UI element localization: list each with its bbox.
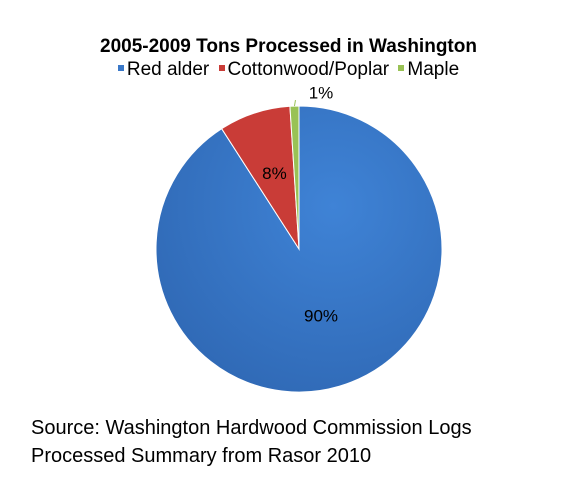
legend: Red alder Cottonwood/Poplar Maple <box>0 59 577 81</box>
data-label-red-alder: 90% <box>304 306 338 325</box>
legend-label-red-alder: Red alder <box>126 59 210 80</box>
pie-slice-maple <box>289 105 300 250</box>
chart-title: 2005-2009 Tons Processed in Washington <box>100 36 477 57</box>
legend-label-cottonwood-poplar: Cottonwood/Poplar <box>227 59 390 80</box>
data-label-maple: 1% <box>309 83 334 102</box>
legend-swatch-cottonwood-poplar <box>218 64 225 71</box>
legend-item-maple: Maple <box>398 59 459 81</box>
leader-line-maple <box>293 99 296 107</box>
pie-chart: 90% 8% 1% <box>155 83 443 393</box>
source-line-2: Processed Summary from Rasor 2010 <box>31 445 372 467</box>
source-line-1: Source: Washington Hardwood Commission L… <box>31 417 472 439</box>
data-label-cottonwood-poplar: 8% <box>262 164 287 183</box>
source-note: Source: Washington Hardwood Commission L… <box>31 414 561 470</box>
legend-item-cottonwood-poplar: Cottonwood/Poplar <box>218 59 390 81</box>
legend-swatch-red-alder <box>117 64 124 71</box>
legend-item-red-alder: Red alder <box>117 59 210 81</box>
legend-swatch-maple <box>398 64 405 71</box>
legend-label-maple: Maple <box>407 59 460 80</box>
